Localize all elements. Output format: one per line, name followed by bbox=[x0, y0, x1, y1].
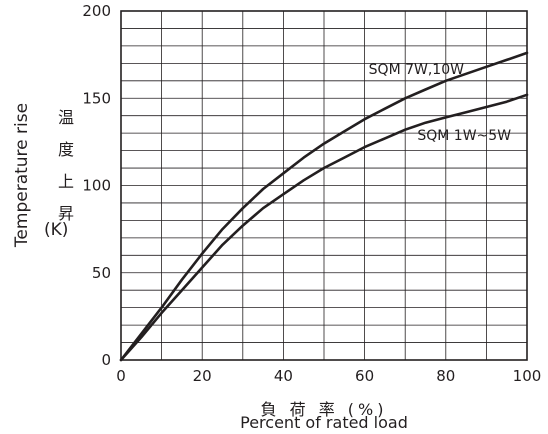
x-tick-label: 100 bbox=[513, 367, 542, 385]
y-axis-label-jp: 温度上昇 bbox=[57, 108, 74, 223]
x-tick-label: 60 bbox=[355, 367, 374, 385]
plot-frame bbox=[120, 10, 528, 361]
y-tick-label: 0 bbox=[101, 351, 111, 369]
y-axis-unit: (K) bbox=[44, 220, 69, 240]
x-axis-label: Percent of rated load bbox=[240, 413, 408, 432]
x-tick-label: 40 bbox=[274, 367, 293, 385]
x-tick-label: 80 bbox=[436, 367, 455, 385]
x-tick-label: 0 bbox=[116, 367, 126, 385]
series-label-sqm-7w-10w: SQM 7W,10W bbox=[369, 62, 464, 78]
series-lines bbox=[119, 51, 529, 362]
tick-labels: 0 50 100 150 200 0 20 40 60 80 100 bbox=[82, 2, 541, 385]
series-label-sqm-1w-5w: SQM 1W~5W bbox=[417, 128, 511, 144]
x-axis-label-jp: 負 荷 率 (%) bbox=[260, 400, 388, 419]
y-tick-label: 100 bbox=[82, 177, 111, 195]
x-tick-label: 20 bbox=[193, 367, 212, 385]
grid-lines bbox=[121, 11, 527, 360]
series-line-1 bbox=[119, 93, 529, 362]
y-tick-label: 50 bbox=[92, 264, 111, 282]
series-line-0 bbox=[119, 51, 529, 362]
y-tick-label: 150 bbox=[82, 89, 111, 107]
y-tick-label: 200 bbox=[82, 2, 111, 20]
y-axis-label: Temperature rise bbox=[12, 102, 32, 248]
